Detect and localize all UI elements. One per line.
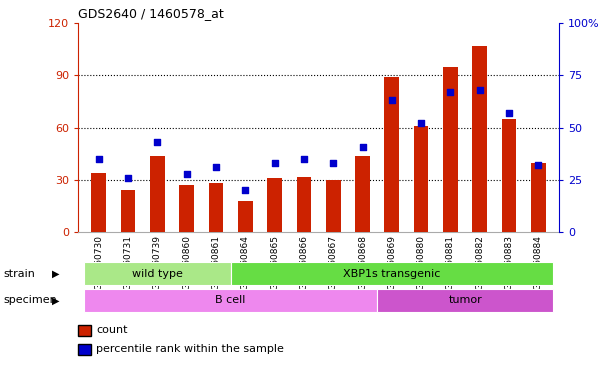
Bar xyxy=(296,177,311,232)
Bar xyxy=(414,126,429,232)
Bar xyxy=(84,289,377,312)
Text: B cell: B cell xyxy=(215,295,246,306)
Bar xyxy=(377,289,553,312)
Point xyxy=(387,98,397,104)
Bar xyxy=(267,178,282,232)
Point xyxy=(358,144,367,150)
Text: ▶: ▶ xyxy=(52,295,59,306)
Bar xyxy=(443,67,458,232)
Point xyxy=(534,162,543,169)
Bar xyxy=(385,77,399,232)
Point xyxy=(475,87,484,93)
Point xyxy=(299,156,309,162)
Text: count: count xyxy=(96,325,127,335)
Text: XBP1s transgenic: XBP1s transgenic xyxy=(343,268,441,279)
Bar xyxy=(150,156,165,232)
Bar xyxy=(91,173,106,232)
Point xyxy=(153,139,162,146)
Point xyxy=(94,156,103,162)
Text: wild type: wild type xyxy=(132,268,183,279)
Point xyxy=(504,110,514,116)
Text: percentile rank within the sample: percentile rank within the sample xyxy=(96,344,284,354)
Point xyxy=(182,170,191,177)
Bar xyxy=(84,262,231,285)
Bar xyxy=(472,46,487,232)
Text: tumor: tumor xyxy=(448,295,482,306)
Point xyxy=(123,175,133,181)
Point xyxy=(416,121,426,127)
Bar xyxy=(326,180,341,232)
Bar xyxy=(121,190,135,232)
Text: strain: strain xyxy=(3,268,35,279)
Point xyxy=(240,187,250,194)
Text: ▶: ▶ xyxy=(52,268,59,279)
Point xyxy=(328,160,338,166)
Bar xyxy=(238,201,252,232)
Bar xyxy=(209,184,223,232)
Text: GDS2640 / 1460578_at: GDS2640 / 1460578_at xyxy=(78,7,224,20)
Bar xyxy=(179,185,194,232)
Bar xyxy=(531,162,546,232)
Text: specimen: specimen xyxy=(3,295,56,306)
Bar xyxy=(502,119,516,232)
Point xyxy=(211,164,221,170)
Point xyxy=(270,160,279,166)
Bar xyxy=(231,262,553,285)
Bar xyxy=(355,156,370,232)
Point xyxy=(446,89,456,95)
